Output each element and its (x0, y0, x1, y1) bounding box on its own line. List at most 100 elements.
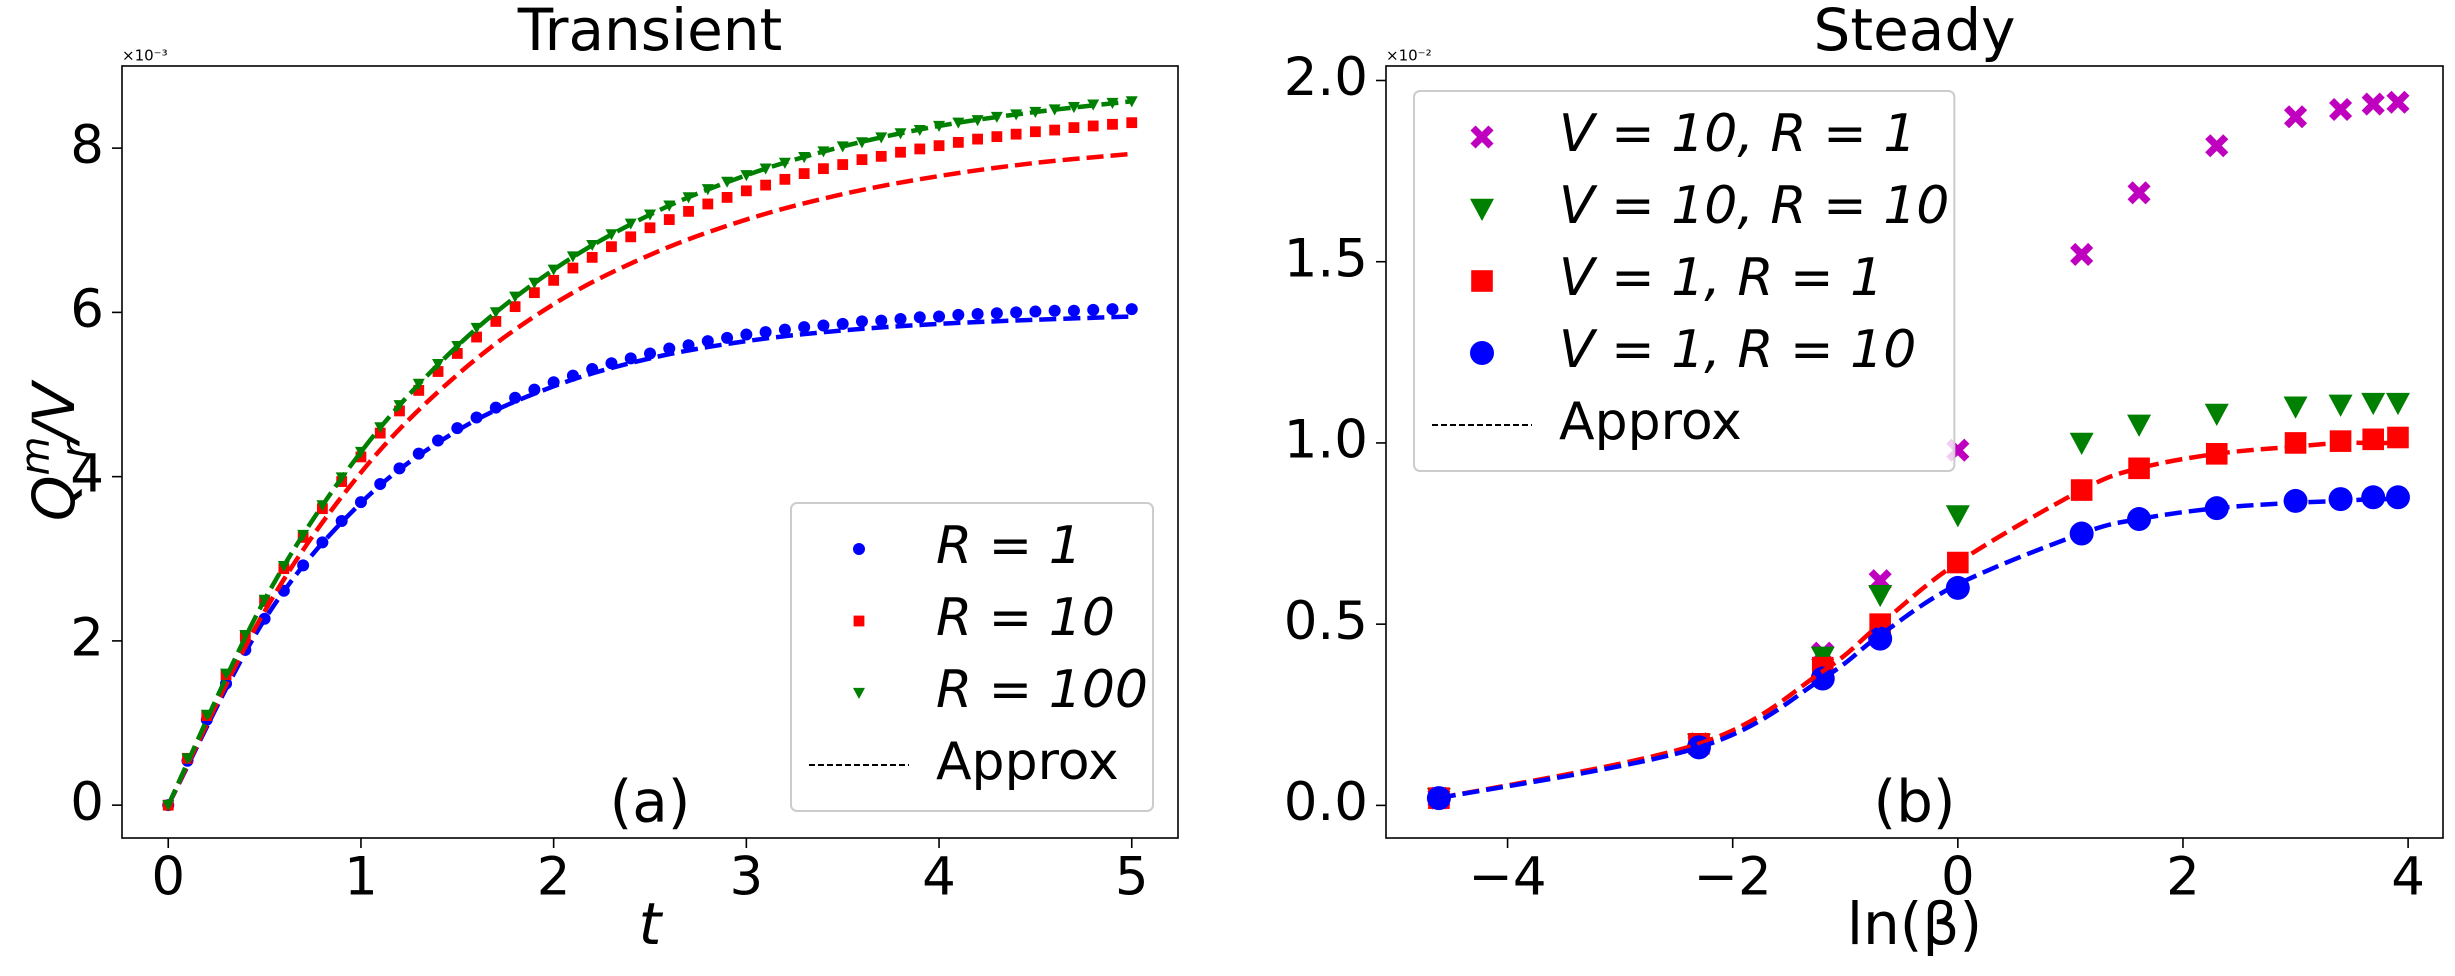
y-tick-label: 0.0 (1284, 772, 1368, 833)
marker (875, 314, 888, 327)
marker (1470, 341, 1494, 365)
marker (1868, 584, 1893, 608)
marker (2385, 392, 2410, 416)
marker (586, 239, 599, 252)
marker (1049, 124, 1061, 136)
marker (1945, 505, 1970, 528)
marker (1126, 117, 1138, 129)
marker (451, 348, 463, 359)
marker (855, 315, 868, 328)
marker (1067, 101, 1080, 114)
marker (2386, 90, 2410, 114)
legend-label: V = 1, R = 1 (1559, 248, 1883, 308)
marker (2283, 105, 2308, 129)
y-tick-label: 1.5 (1284, 228, 1368, 289)
marker (644, 347, 656, 360)
marker (836, 317, 849, 330)
marker (528, 287, 540, 299)
marker (952, 136, 964, 148)
y-tick-label: 1.0 (1284, 410, 1368, 471)
marker (971, 115, 984, 127)
marker (933, 140, 945, 152)
marker (1470, 198, 1494, 221)
marker (644, 222, 656, 234)
marker (490, 316, 502, 327)
marker (798, 321, 811, 334)
marker (1010, 306, 1023, 319)
marker (740, 185, 752, 197)
marker (2205, 134, 2229, 158)
y-tick-label: 4 (70, 443, 104, 504)
marker (972, 133, 983, 145)
x-tick-label: 4 (2391, 847, 2425, 908)
marker (853, 615, 865, 627)
marker (548, 274, 560, 286)
x-tick-label: 0 (1941, 847, 1975, 908)
marker (779, 173, 791, 185)
marker (759, 163, 772, 175)
legend-box (789, 502, 1154, 812)
approx-line (166, 99, 1132, 807)
plot (1426, 90, 2410, 811)
legend-label: R = 10 (936, 588, 1115, 648)
marker (702, 198, 714, 210)
marker (798, 168, 810, 179)
approx-line (166, 314, 1132, 807)
marker (2070, 242, 2094, 267)
marker (852, 687, 865, 699)
approx-line (1438, 496, 2398, 801)
marker (971, 308, 984, 321)
marker (856, 154, 868, 166)
marker (586, 251, 598, 263)
marker (1029, 305, 1042, 318)
marker (567, 262, 579, 274)
marker (2361, 392, 2386, 416)
legend-box (1413, 90, 1956, 472)
marker (413, 385, 425, 396)
marker (2328, 394, 2353, 417)
marker (2127, 181, 2151, 205)
x-tick-label: 0 (151, 847, 185, 908)
marker (489, 401, 502, 414)
marker (1048, 304, 1061, 317)
marker (1067, 304, 1080, 317)
x-tick-label: 2 (2166, 847, 2200, 908)
marker (740, 328, 753, 341)
marker (759, 326, 772, 339)
marker (625, 231, 637, 243)
marker (852, 543, 865, 555)
x-tick-label: 5 (1115, 847, 1149, 908)
x-tick-label: 2 (537, 847, 571, 908)
marker (1087, 120, 1099, 132)
marker (1470, 125, 1494, 149)
marker (818, 163, 829, 175)
x-tick-label: 1 (344, 847, 378, 908)
x-tick-label: −4 (1469, 847, 1547, 908)
legend: V = 10, R = 1 V = 10, R = 10 V = 1, R = 1 V… (1413, 90, 1956, 472)
x-tick-label: 3 (729, 847, 763, 908)
legend-label: V = 1, R = 10 (1559, 320, 1916, 380)
marker (663, 214, 675, 225)
y-tick-label: 0.5 (1284, 591, 1368, 652)
marker (2329, 97, 2353, 122)
legend: R = 1 R = 10 R = 100 Approx (789, 502, 1154, 812)
legend-label: R = 1 (936, 516, 1082, 576)
axes-frame (121, 65, 1179, 839)
x-axis-label: ln(β) (1847, 890, 1982, 958)
marker (760, 179, 772, 191)
marker (837, 159, 849, 170)
marker (2361, 92, 2385, 116)
marker (913, 311, 926, 324)
marker (1471, 270, 1493, 292)
legend-label: V = 10, R = 10 (1559, 176, 1949, 236)
plot-area (162, 96, 1138, 812)
marker (471, 331, 482, 343)
y-tick-label: 2.0 (1284, 47, 1368, 108)
x-tick-label: −2 (1694, 847, 1772, 908)
y-label-main: Q (20, 475, 88, 521)
y-tick-label: 8 (70, 115, 104, 176)
annotation: (a) (610, 767, 691, 835)
legend-label: Approx (936, 732, 1119, 792)
marker (1030, 126, 1041, 138)
marker (721, 192, 733, 203)
